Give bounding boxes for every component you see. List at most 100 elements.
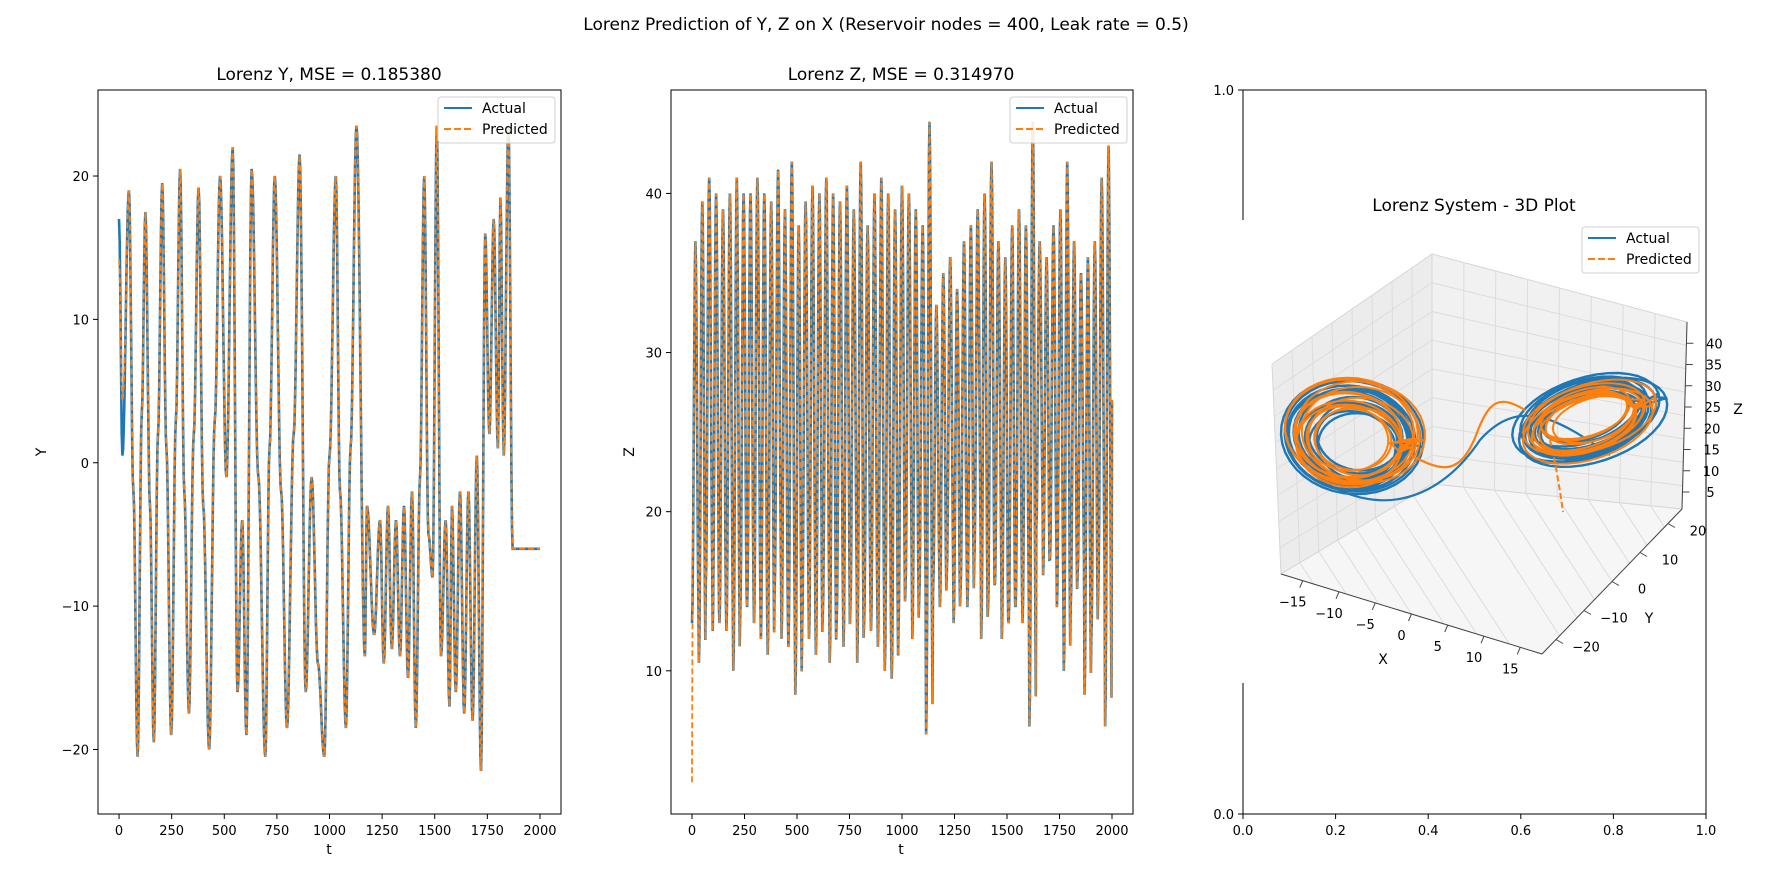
panel2-ticks: 0 250 500 750 1000 1250 1500 1750 2000 10 20 30 40 [645,187,1128,839]
panel3-xtick-mark [1299,580,1304,588]
panel2-xtick-label: 1500 [990,824,1023,839]
panel3-ytick-mark [1611,581,1620,586]
figure-suptitle: Lorenz Prediction of Y, Z on X (Reservoi… [583,15,1188,35]
panel1-legend-actual: Actual [482,101,526,117]
panel3-ytick-label: 0 [1638,583,1646,598]
panel1-xtick-label: 0 [115,824,123,839]
panel2-xtick-label: 0 [688,824,696,839]
panel3-ztick-label: 5 [1706,486,1714,501]
panel3-gridline [1650,505,1665,528]
panel3-series-predicted-left-wing [1283,376,1426,489]
panel3-background-xtick-label: 0.2 [1325,824,1346,839]
panel2-xlabel: t [898,842,904,858]
panel3-gridline [1462,486,1560,637]
panel2-series-predicted [691,121,1113,783]
panel3-gridline [1587,499,1630,564]
panel1-lines [117,125,540,772]
panel3-xtick-mark [1444,624,1449,633]
panel2-ytick-label: 20 [645,506,662,521]
panel3-ytick-mark [1555,639,1564,644]
panel3-ytick-mark [1639,552,1648,557]
panel1-xtick-label: 1750 [471,824,504,839]
panel3-background-xtick-label: 0.6 [1510,824,1531,839]
panel1-series-predicted [118,125,540,772]
panel1-title: Lorenz Y, MSE = 0.185380 [216,65,441,85]
panel-lorenz-z: Lorenz Z, MSE = 0.314970 t Z 0 250 500 750 1… [622,65,1134,858]
panel3-background-ytick-label: 1.0 [1213,84,1234,99]
panel3-xtick-label: 15 [1502,662,1519,677]
panel3-background-xtick-label: 0.0 [1233,824,1254,839]
panel3-xtick-mark [1371,602,1376,611]
panel-lorenz-3d: 0.0 0.2 0.4 0.6 0.8 1.0 0.0 1.0 −15 −10 −5 0 5 10 15 −… [1213,84,1742,839]
panel3-series-actual-right-wing [1511,371,1669,469]
panel3-gridline [1318,551,1347,595]
panel1-xtick-label: 250 [159,824,184,839]
panel3-ztick-label: 15 [1703,444,1720,459]
panel3-ytick-label: −10 [1600,612,1627,627]
panel3-gridline [1299,562,1315,585]
panel3-xtick-label: 10 [1466,651,1483,666]
panel2-xtick-label: 750 [837,824,862,839]
panel2-frame [670,89,1134,815]
panel1-xlabel: t [326,842,332,858]
panel3-series-predicted-right-wing [1521,378,1658,465]
panel3-gridline [1393,506,1478,635]
panel2-xtick-label: 1000 [885,824,918,839]
panel1-xtick-label: 1000 [313,824,346,839]
panel-lorenz-y: Lorenz Y, MSE = 0.185380 t Y 0 250 500 750 1… [34,65,562,858]
panel3-xtick-label: 5 [1434,640,1442,655]
panel3-background-xtick-label: 0.4 [1418,824,1439,839]
panel3-xtick-label: −5 [1356,618,1375,633]
panel1-xtick-label: 2000 [523,824,556,839]
panel3-xlabel: X [1378,652,1388,668]
panel1-ytick-label: −10 [62,600,89,615]
panel3-ztick-label: 20 [1704,422,1721,437]
panel1-legend: Actual Predicted [437,96,556,144]
panel3-series-actual-bridge [1317,414,1611,502]
panel3-ylabel: Y [1644,611,1654,627]
panel3-gridline [1619,304,1624,503]
panel1-ytick-label: 0 [81,457,89,472]
panel3-z-axis-line [1681,321,1688,510]
panel3-trajectory [1279,371,1669,513]
panel3-ztick-label: 40 [1706,337,1723,352]
panel2-lines [690,121,1114,783]
panel2-xtick-label: 1250 [938,824,971,839]
panel3-ytick-mark [1667,523,1676,528]
panel2-title: Lorenz Z, MSE = 0.314970 [788,65,1015,85]
panel3-xtick-mark [1335,591,1340,599]
panel1-ytick-label: 20 [72,170,89,185]
panel3-xtick-mark [1516,647,1521,655]
panel1-xtick-label: 500 [212,824,237,839]
panel3-ztick-label: 35 [1706,359,1723,374]
panel1-xtick-label: 1250 [366,824,399,839]
panel1-frame [97,89,562,815]
panel3-series-predicted-start [1549,439,1564,513]
panel3-gridline [1525,493,1595,600]
panel1-ticks: 0 250 500 750 1000 1250 1500 1750 2000 −20 −10 0 10 2… [62,170,557,839]
panel3-gridline [1494,489,1578,619]
panel3-ztick-label: 30 [1705,380,1722,395]
panel2-xtick-label: 500 [785,824,810,839]
panel3-gridline [1412,494,1510,645]
panel3-title: Lorenz System - 3D Plot [1372,196,1576,216]
panel2-ytick-label: 10 [645,665,662,680]
panel3-gridline [1356,528,1412,615]
panel2-xtick-label: 1750 [1043,824,1076,839]
panel3-series-predicted-bridge [1409,400,1526,469]
panel2-xtick-label: 2000 [1095,824,1128,839]
panel3-background-xtick-label: 1.0 [1696,824,1717,839]
panel1-xtick-label: 750 [264,824,289,839]
panel3-ztick-label: 10 [1703,465,1720,480]
panel3-background-ticks: 0.0 0.2 0.4 0.6 0.8 1.0 0.0 1.0 [1213,84,1716,839]
panel3-ztick-label: 25 [1704,401,1721,416]
panel1-xtick-label: 1500 [418,824,451,839]
panel3-gridline [1374,517,1445,625]
panel3-xtick-label: 0 [1397,629,1405,644]
panel3-ytick-label: 20 [1690,525,1707,540]
panel3-gridline [1431,426,1684,463]
panel3-background-ytick-label: 0.0 [1213,808,1234,823]
panel2-legend-predicted: Predicted [1054,122,1120,138]
